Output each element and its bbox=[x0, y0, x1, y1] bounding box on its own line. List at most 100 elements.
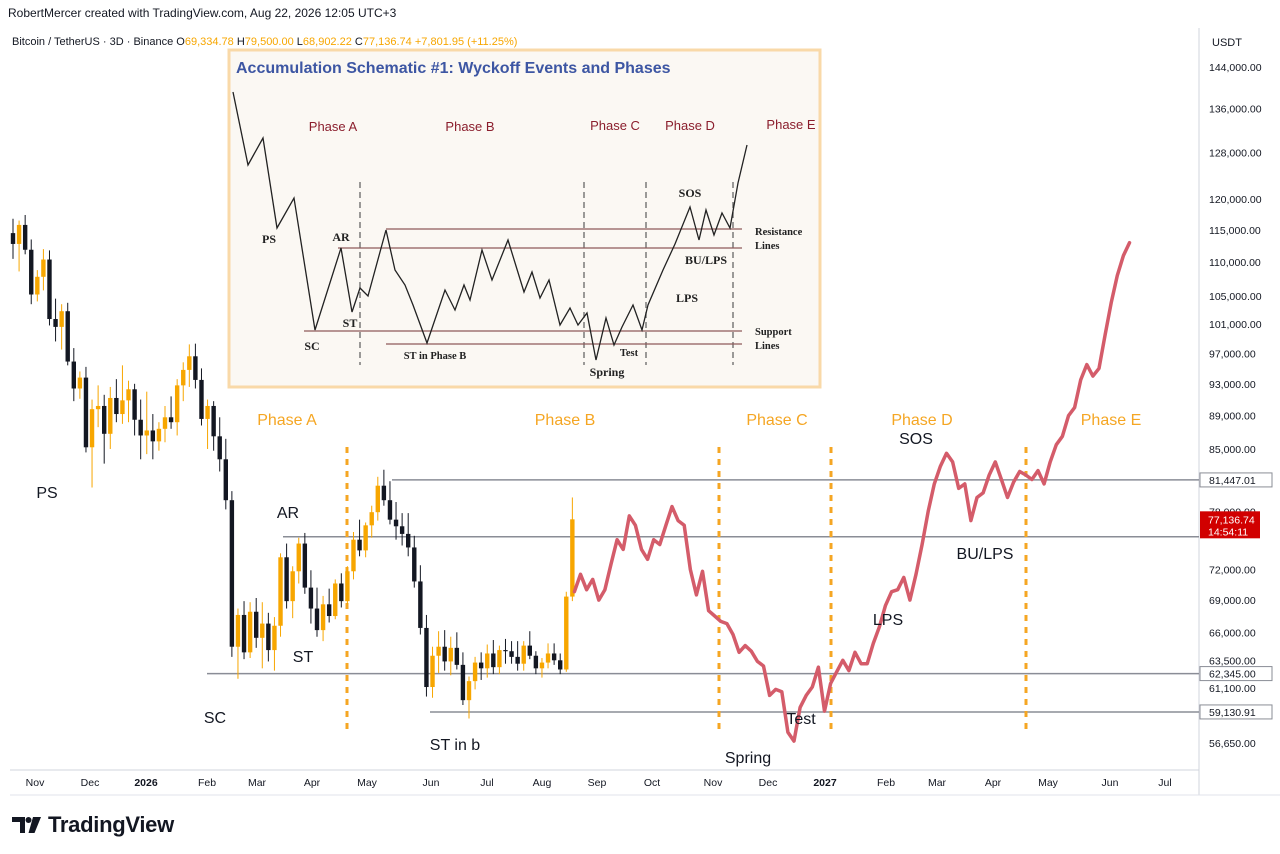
candle-body[interactable] bbox=[509, 651, 514, 657]
candle-body[interactable] bbox=[16, 224, 22, 244]
candle-body[interactable] bbox=[278, 557, 283, 626]
candle-body[interactable] bbox=[460, 664, 466, 701]
candle-body[interactable] bbox=[387, 500, 393, 520]
candle-body[interactable] bbox=[59, 311, 64, 327]
candle-body[interactable] bbox=[95, 405, 101, 410]
candle-body[interactable] bbox=[418, 581, 423, 628]
candle-body[interactable] bbox=[223, 459, 228, 501]
candle-body[interactable] bbox=[545, 653, 551, 663]
candle-body[interactable] bbox=[339, 583, 344, 602]
candle-body[interactable] bbox=[132, 389, 137, 420]
inset-price-path bbox=[232, 91, 748, 361]
candle-body[interactable] bbox=[199, 379, 204, 419]
candle-body[interactable] bbox=[333, 583, 338, 617]
candle-body[interactable] bbox=[53, 319, 58, 327]
candle-body[interactable] bbox=[302, 543, 308, 588]
candle-body[interactable] bbox=[564, 596, 569, 670]
candle-body[interactable] bbox=[485, 653, 490, 669]
candle-body[interactable] bbox=[181, 369, 186, 386]
candle-body[interactable] bbox=[254, 611, 259, 638]
candle-body[interactable] bbox=[570, 519, 575, 597]
candle-body[interactable] bbox=[296, 543, 301, 572]
candle-body[interactable] bbox=[211, 405, 216, 437]
candle-body[interactable] bbox=[126, 389, 131, 401]
candle-body[interactable] bbox=[363, 525, 368, 551]
candle-body[interactable] bbox=[187, 356, 192, 370]
candle-body[interactable] bbox=[65, 311, 70, 362]
price-axis[interactable]: USDT 144,000.00 136,000.00 128,000.00 120,00… bbox=[1199, 37, 1273, 750]
candle-body[interactable] bbox=[521, 645, 526, 664]
candle-body[interactable] bbox=[551, 653, 557, 661]
candle-body[interactable] bbox=[369, 512, 374, 526]
candle-body[interactable] bbox=[503, 650, 508, 652]
candle-body[interactable] bbox=[412, 547, 417, 582]
candle-body[interactable] bbox=[381, 485, 387, 501]
candle-body[interactable] bbox=[466, 681, 472, 701]
candle-body[interactable] bbox=[205, 405, 210, 419]
candle-body[interactable] bbox=[448, 647, 453, 662]
candle-body[interactable] bbox=[47, 259, 52, 320]
candle-body[interactable] bbox=[235, 614, 241, 647]
candle-body[interactable] bbox=[260, 623, 265, 638]
candle-body[interactable] bbox=[193, 356, 198, 380]
candle-body[interactable] bbox=[266, 623, 271, 651]
candle-body[interactable] bbox=[539, 662, 545, 669]
candle-body[interactable] bbox=[114, 397, 119, 415]
candle-body[interactable] bbox=[357, 539, 362, 551]
candle-body[interactable] bbox=[29, 249, 34, 295]
candle-body[interactable] bbox=[320, 604, 326, 631]
candle-body[interactable] bbox=[351, 539, 356, 572]
candle-body[interactable] bbox=[558, 660, 563, 670]
candle-body[interactable] bbox=[436, 646, 441, 656]
candle-body[interactable] bbox=[533, 655, 539, 669]
candle-body[interactable] bbox=[375, 485, 380, 513]
candle-body[interactable] bbox=[393, 519, 399, 527]
candle-body[interactable] bbox=[102, 405, 107, 434]
candle-body[interactable] bbox=[430, 655, 435, 688]
candle-body[interactable] bbox=[308, 587, 314, 609]
candle-body[interactable] bbox=[424, 627, 429, 688]
candle-body[interactable] bbox=[41, 259, 46, 277]
candle-body[interactable] bbox=[35, 276, 40, 295]
candle-body[interactable] bbox=[83, 377, 89, 448]
candle-body[interactable] bbox=[71, 361, 76, 389]
candle-body[interactable] bbox=[454, 647, 460, 665]
candle-body[interactable] bbox=[10, 233, 16, 244]
candle-body[interactable] bbox=[89, 409, 95, 448]
candle-body[interactable] bbox=[162, 417, 168, 429]
inset-phase-label: Phase C bbox=[590, 118, 640, 133]
candle-body[interactable] bbox=[22, 224, 28, 250]
candle-body[interactable] bbox=[229, 500, 235, 647]
candle-body[interactable] bbox=[399, 526, 405, 534]
candle-body[interactable] bbox=[138, 419, 143, 436]
candle-body[interactable] bbox=[272, 625, 277, 651]
candle-body[interactable] bbox=[241, 614, 247, 653]
candlestick-series[interactable] bbox=[10, 214, 575, 719]
candle-body[interactable] bbox=[77, 377, 83, 389]
candle-body[interactable] bbox=[174, 385, 180, 423]
candle-body[interactable] bbox=[442, 646, 447, 662]
candle-body[interactable] bbox=[478, 662, 484, 669]
candle-body[interactable] bbox=[168, 417, 174, 423]
candle-body[interactable] bbox=[326, 604, 332, 617]
time-axis[interactable]: Nov Dec 2026 Feb Mar Apr May Jun Jul Aug Sep Oct Nov… bbox=[26, 777, 1172, 789]
candle-body[interactable] bbox=[527, 645, 532, 656]
candle-body[interactable] bbox=[497, 650, 502, 668]
candle-body[interactable] bbox=[284, 557, 289, 602]
candle-body[interactable] bbox=[491, 653, 496, 668]
candle-body[interactable] bbox=[345, 571, 350, 602]
inset-phase-label: Phase A bbox=[309, 119, 358, 134]
candle-body[interactable] bbox=[150, 430, 156, 442]
candle-body[interactable] bbox=[515, 656, 520, 664]
candle-body[interactable] bbox=[247, 611, 253, 653]
candle-body[interactable] bbox=[156, 428, 162, 442]
candle-body[interactable] bbox=[217, 436, 222, 460]
candle-body[interactable] bbox=[290, 571, 295, 602]
candle-body[interactable] bbox=[144, 430, 149, 436]
candle-body[interactable] bbox=[108, 397, 113, 434]
candle-body[interactable] bbox=[406, 533, 411, 548]
candle-body[interactable] bbox=[120, 400, 125, 415]
candle-body[interactable] bbox=[472, 662, 478, 682]
candle-body[interactable] bbox=[314, 608, 320, 631]
